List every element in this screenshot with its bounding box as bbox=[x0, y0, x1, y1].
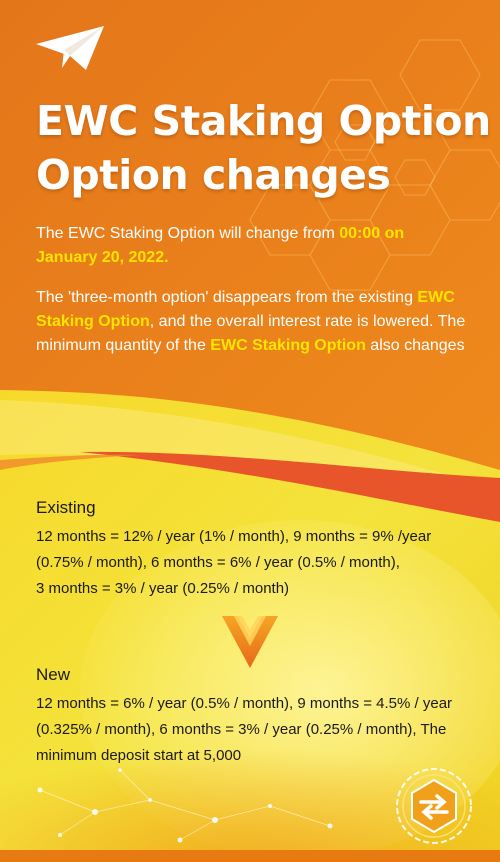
existing-line: 3 months = 3% / year (0.25% / month) bbox=[36, 580, 290, 597]
intro-paragraph-1: The EWC Staking Option will change from … bbox=[36, 222, 466, 270]
existing-line: (0.75% / month), 6 months = 6% / year (0… bbox=[36, 554, 400, 571]
new-line: (0.325% / month), 6 months = 3% / year (… bbox=[36, 721, 447, 738]
intro-text: The 'three-month option' disappears from… bbox=[36, 289, 418, 306]
existing-heading: Existing bbox=[36, 498, 96, 517]
bottom-bar bbox=[0, 850, 500, 862]
intro-paragraph-2: The 'three-month option' disappears from… bbox=[36, 286, 466, 358]
title-line-2: Option changes bbox=[36, 151, 391, 199]
page-title: EWC Staking Option Option changes bbox=[36, 94, 491, 202]
existing-line: 12 months = 12% / year (1% / month), 9 m… bbox=[36, 528, 432, 545]
date-highlight: 00:00 on January 20, 2022. bbox=[36, 225, 405, 266]
intro-text: , and the overall interest rate is lower… bbox=[36, 313, 466, 354]
title-line-1: EWC Staking Option bbox=[36, 97, 491, 145]
new-line: 12 months = 6% / year (0.5% / month), 9 … bbox=[36, 695, 453, 712]
new-line: minimum deposit start at 5,000 bbox=[36, 747, 242, 764]
chevron-down-icon bbox=[222, 616, 278, 668]
existing-section: Existing 12 months = 12% / year (1% / mo… bbox=[36, 496, 476, 602]
intro-text: also changes bbox=[365, 337, 465, 354]
new-section: New 12 months = 6% / year (0.5% / month)… bbox=[36, 663, 476, 769]
exchange-arrows-icon bbox=[396, 768, 472, 844]
product-highlight: EWC Staking Option bbox=[210, 337, 366, 354]
product-highlight: EWC Staking Option bbox=[36, 289, 455, 330]
new-heading: New bbox=[36, 665, 71, 684]
paper-plane-icon bbox=[36, 26, 104, 70]
intro-text: The EWC Staking Option will change from bbox=[36, 225, 340, 242]
